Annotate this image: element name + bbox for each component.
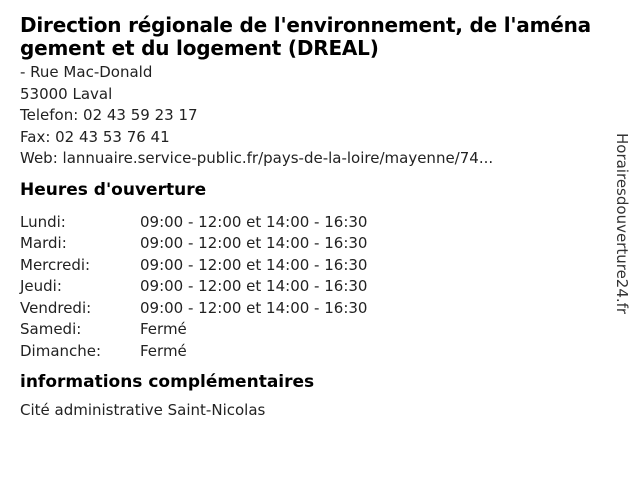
hours-row-friday: Vendredi: 09:00 - 12:00 et 14:00 - 16:30 bbox=[20, 298, 640, 320]
day-times: 09:00 - 12:00 et 14:00 - 16:30 bbox=[140, 212, 368, 231]
day-times: 09:00 - 12:00 et 14:00 - 16:30 bbox=[140, 255, 368, 274]
hours-row-monday: Lundi: 09:00 - 12:00 et 14:00 - 16:30 bbox=[20, 212, 640, 234]
phone-line: Telefon: 02 43 59 23 17 bbox=[20, 106, 198, 124]
day-times: 09:00 - 12:00 et 14:00 - 16:30 bbox=[140, 298, 368, 317]
day-times: Fermé bbox=[140, 341, 187, 360]
fax-line: Fax: 02 43 53 76 41 bbox=[20, 127, 170, 146]
additional-info-heading: informations complémentaires bbox=[20, 372, 315, 392]
day-label: Mercredi: bbox=[20, 255, 91, 274]
day-label: Dimanche: bbox=[20, 341, 102, 360]
page-title: Direction régionale de l'environnement, … bbox=[20, 13, 591, 60]
hours-row-saturday: Samedi: Fermé bbox=[20, 319, 640, 341]
day-times: 09:00 - 12:00 et 14:00 - 16:30 bbox=[140, 277, 368, 295]
day-label: Lundi: bbox=[20, 212, 66, 231]
opening-hours-heading: Heures d'ouverture bbox=[20, 179, 207, 200]
address-city-line: 53000 Laval bbox=[20, 84, 113, 103]
website-line: Web: lannuaire.service-public.fr/pays-de… bbox=[20, 149, 494, 167]
site-watermark: Horairesdouverture24.fr bbox=[613, 133, 631, 315]
opening-hours-table: Lundi: 09:00 - 12:00 et 14:00 - 16:30 Ma… bbox=[20, 212, 640, 363]
hours-row-wednesday: Mercredi: 09:00 - 12:00 et 14:00 - 16:30 bbox=[20, 255, 640, 277]
day-label: Jeudi: bbox=[20, 277, 62, 295]
day-times: Fermé bbox=[140, 320, 187, 338]
day-label: Vendredi: bbox=[20, 298, 92, 317]
contact-block: - Rue Mac-Donald 53000 Laval Telefon: 02… bbox=[20, 62, 640, 170]
hours-row-sunday: Dimanche: Fermé bbox=[20, 341, 640, 363]
additional-info-text: Cité administrative Saint-Nicolas bbox=[20, 401, 266, 419]
day-times: 09:00 - 12:00 et 14:00 - 16:30 bbox=[140, 234, 368, 252]
day-label: Samedi: bbox=[20, 320, 82, 338]
hours-row-thursday: Jeudi: 09:00 - 12:00 et 14:00 - 16:30 bbox=[20, 276, 640, 298]
hours-row-tuesday: Mardi: 09:00 - 12:00 et 14:00 - 16:30 bbox=[20, 233, 640, 255]
address-street-line: - Rue Mac-Donald bbox=[20, 63, 153, 81]
day-label: Mardi: bbox=[20, 234, 67, 252]
